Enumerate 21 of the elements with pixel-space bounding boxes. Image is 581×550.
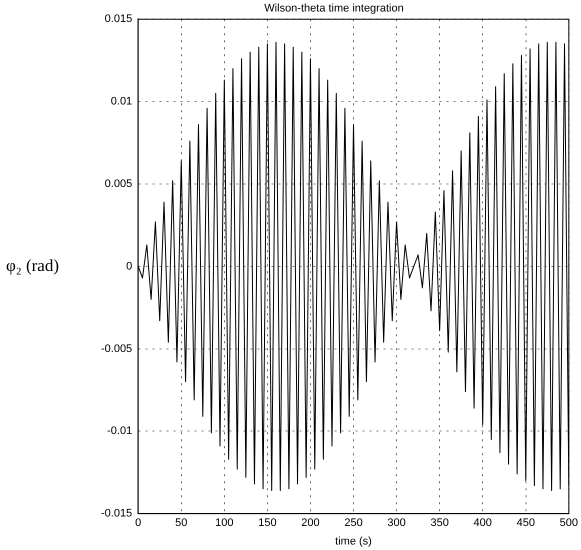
x-axis-title: time (s) [335, 535, 372, 548]
y-tick-label: -0.015 [100, 508, 132, 520]
x-tick-label: 350 [430, 517, 449, 530]
x-tick-label: 300 [387, 517, 406, 530]
x-tick-label: 450 [516, 517, 535, 530]
x-tick-label: 250 [344, 517, 363, 530]
y-tick-label: -0.01 [107, 425, 132, 438]
y-tick-label: -0.005 [100, 342, 132, 355]
y-tick-label: 0.005 [104, 178, 132, 190]
y-tick-label: 0 [126, 260, 132, 272]
x-tick-label: 150 [258, 517, 277, 530]
chart-title: Wilson-theta time integration [264, 2, 404, 15]
y-axis-title: φ₂ (rad) [6, 256, 60, 275]
x-tick-label: 500 [560, 517, 578, 530]
x-tick-label: 200 [301, 517, 320, 530]
y-tick-label: 0.01 [110, 96, 132, 108]
y-tick-label: 0.015 [104, 13, 132, 26]
x-tick-label: 400 [474, 517, 492, 530]
x-tick-label: 50 [175, 517, 188, 530]
x-tick-label: 0 [135, 517, 142, 530]
x-tick-label: 100 [215, 517, 234, 530]
